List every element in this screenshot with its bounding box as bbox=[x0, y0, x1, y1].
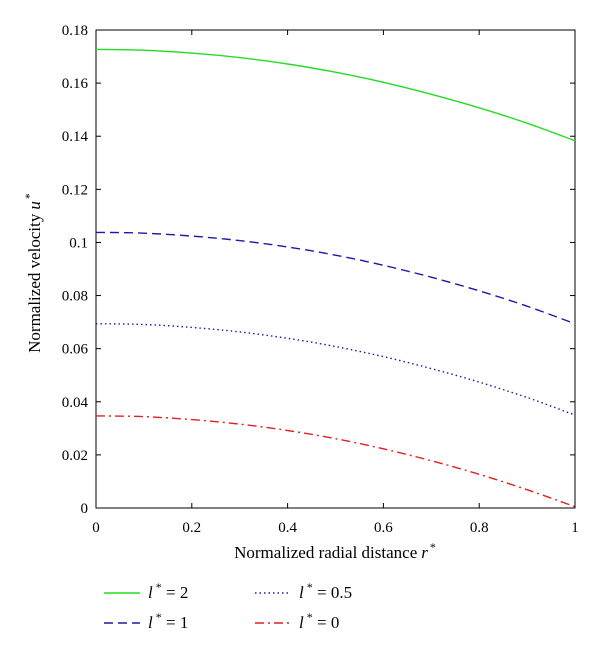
y-tick-label: 0.14 bbox=[62, 129, 89, 145]
y-tick-label: 0.06 bbox=[62, 342, 89, 358]
x-axis-label: Normalized radial distance r * bbox=[234, 540, 436, 562]
y-tick-label: 0.08 bbox=[62, 289, 88, 305]
plot-area bbox=[95, 29, 576, 509]
plot-frame bbox=[95, 29, 576, 509]
y-tick-label: 0 bbox=[81, 501, 89, 517]
legend-label: l * = 0 bbox=[299, 610, 339, 632]
x-tick-label: 0.4 bbox=[278, 520, 297, 536]
series-line-2 bbox=[95, 323, 576, 416]
legend: l * = 2 l * = 1 l * = 0.5 l * = 0 bbox=[104, 580, 352, 632]
y-tick-label: 0.12 bbox=[62, 182, 88, 198]
x-tick-label: 0.2 bbox=[182, 520, 201, 536]
x-tick-label: 0.6 bbox=[374, 520, 393, 536]
series-line-3 bbox=[95, 415, 576, 508]
y-tick-label: 0.02 bbox=[62, 448, 88, 464]
legend-label: l * = 1 bbox=[148, 610, 188, 632]
y-tick-label: 0.18 bbox=[62, 23, 88, 39]
series-line-0 bbox=[95, 48, 576, 142]
y-tick-label: 0.16 bbox=[62, 76, 89, 92]
x-tick-label: 1 bbox=[571, 520, 579, 536]
legend-label: l * = 2 bbox=[148, 580, 188, 602]
x-tick-label: 0 bbox=[92, 520, 100, 536]
y-tick-label: 0.04 bbox=[62, 395, 89, 411]
y-axis-label: Normalized velocityu* bbox=[22, 193, 44, 353]
series-layer bbox=[95, 48, 576, 508]
y-tick-label: 0.1 bbox=[69, 235, 88, 251]
legend-label: l * = 0.5 bbox=[299, 580, 352, 602]
series-line-1 bbox=[95, 231, 576, 325]
x-tick-label: 0.8 bbox=[470, 520, 489, 536]
y-axis: 0 0.02 0.04 0.06 0.08 0.1 0.12 0.14 0.16 0.18 bbox=[62, 23, 575, 517]
x-axis: 0 0.2 0.4 0.6 0.8 1 bbox=[92, 30, 579, 536]
